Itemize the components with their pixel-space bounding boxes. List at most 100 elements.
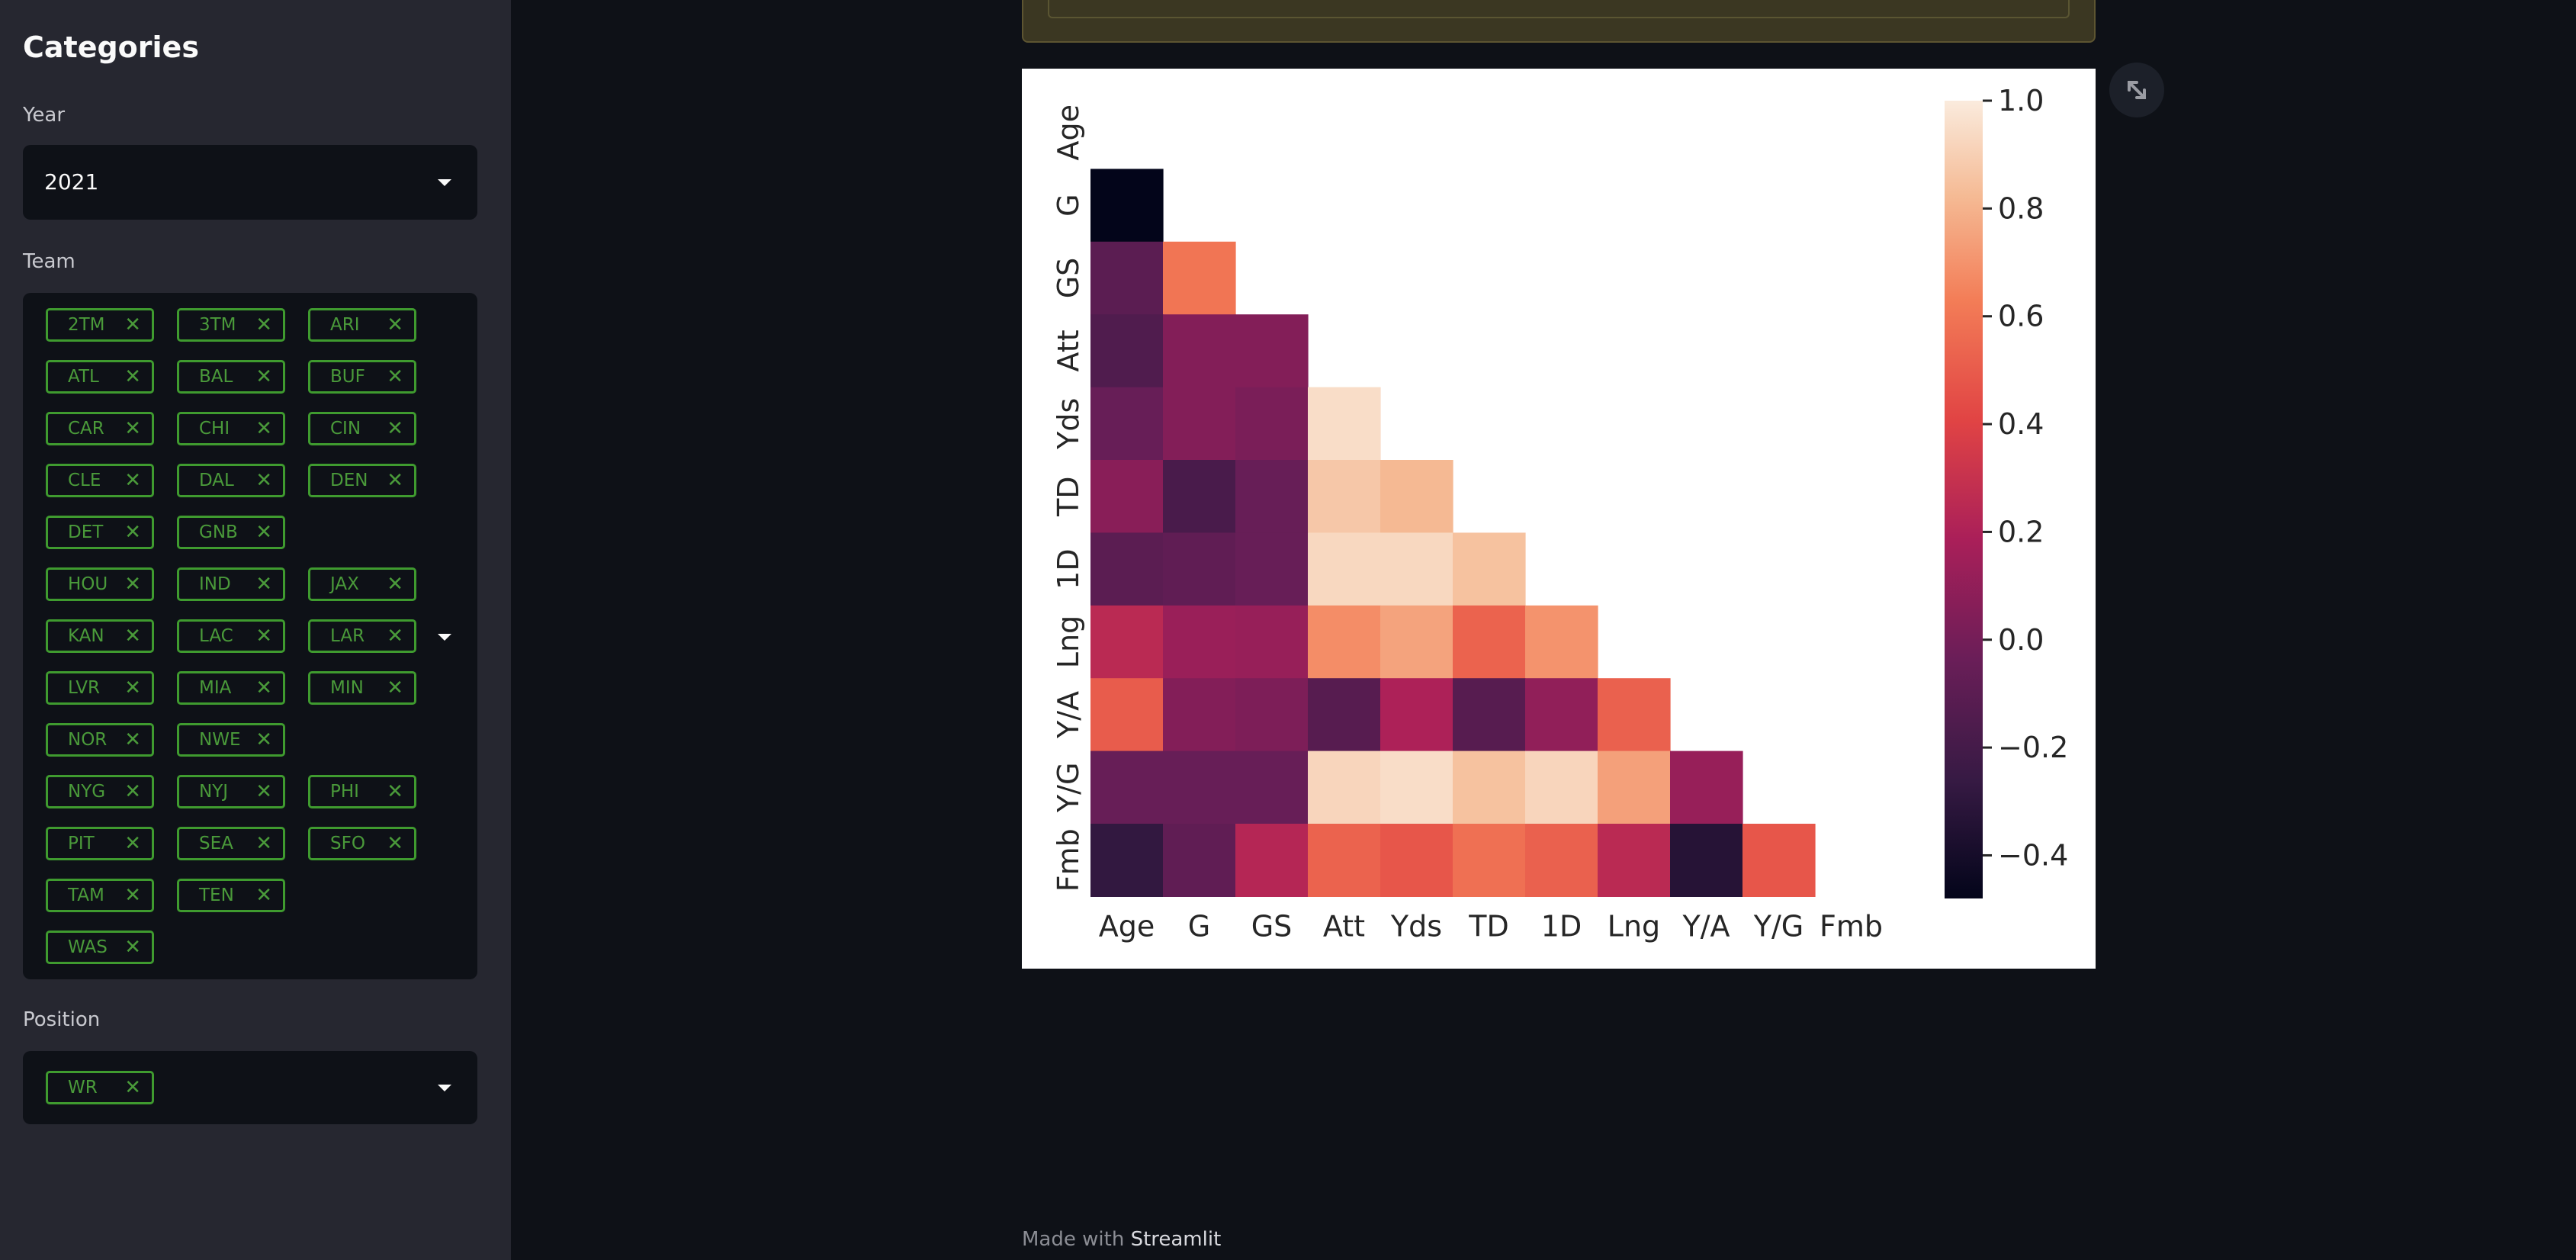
tag-car[interactable]: CAR ✕: [46, 412, 154, 445]
heatmap-cell: [1742, 824, 1816, 897]
remove-tag-icon[interactable]: ✕: [387, 417, 403, 440]
tag-bal[interactable]: BAL ✕: [177, 360, 285, 394]
remove-tag-icon[interactable]: ✕: [387, 832, 403, 855]
tag-den[interactable]: DEN ✕: [308, 464, 416, 497]
tag-lac[interactable]: LAC ✕: [177, 619, 285, 653]
heatmap-cell: [1308, 678, 1381, 752]
tag-cin[interactable]: CIN ✕: [308, 412, 416, 445]
year-select[interactable]: 2021: [23, 145, 477, 220]
remove-tag-icon[interactable]: ✕: [255, 780, 272, 803]
tag-min[interactable]: MIN ✕: [308, 671, 416, 705]
remove-tag-icon[interactable]: ✕: [387, 677, 403, 699]
remove-tag-icon[interactable]: ✕: [255, 832, 272, 855]
tag-sfo[interactable]: SFO ✕: [308, 827, 416, 860]
remove-tag-icon[interactable]: ✕: [255, 365, 272, 388]
remove-tag-icon[interactable]: ✕: [124, 936, 141, 959]
tag-ari[interactable]: ARI ✕: [308, 308, 416, 342]
chevron-down-icon[interactable]: [438, 634, 451, 641]
tag-wr[interactable]: WR ✕: [46, 1071, 154, 1104]
team-multiselect[interactable]: 2TM ✕ 3TM ✕ ARI ✕ ATL ✕ BAL ✕ BUF ✕ CAR ✕ CHI ✕ CIN ✕ CLE ✕…: [23, 293, 477, 979]
remove-tag-icon[interactable]: ✕: [124, 677, 141, 699]
remove-tag-icon[interactable]: ✕: [255, 521, 272, 544]
remove-tag-icon[interactable]: ✕: [124, 832, 141, 855]
remove-tag-icon[interactable]: ✕: [255, 728, 272, 751]
remove-tag-icon[interactable]: ✕: [387, 365, 403, 388]
remove-tag-icon[interactable]: ✕: [387, 625, 403, 648]
tag-label: PIT: [68, 834, 95, 853]
remove-tag-icon[interactable]: ✕: [387, 780, 403, 803]
chevron-down-icon[interactable]: [438, 1085, 451, 1091]
fullscreen-button[interactable]: [2109, 63, 2164, 117]
tag-chi[interactable]: CHI ✕: [177, 412, 285, 445]
text-area[interactable]: [1048, 0, 2070, 18]
position-multiselect[interactable]: WR ✕: [23, 1051, 477, 1124]
heatmap-cell: [1380, 532, 1453, 606]
tag-phi[interactable]: PHI ✕: [308, 775, 416, 808]
remove-tag-icon[interactable]: ✕: [124, 780, 141, 803]
tag-2tm[interactable]: 2TM ✕: [46, 308, 154, 342]
remove-tag-icon[interactable]: ✕: [124, 884, 141, 907]
remove-tag-icon[interactable]: ✕: [124, 521, 141, 544]
remove-tag-icon[interactable]: ✕: [124, 1076, 141, 1099]
expand-icon: [2128, 81, 2146, 99]
tag-nwe[interactable]: NWE ✕: [177, 723, 285, 757]
tag-det[interactable]: DET ✕: [46, 516, 154, 549]
tag-ind[interactable]: IND ✕: [177, 567, 285, 601]
tag-dal[interactable]: DAL ✕: [177, 464, 285, 497]
tag-was[interactable]: WAS ✕: [46, 931, 154, 964]
tag-nyj[interactable]: NYJ ✕: [177, 775, 285, 808]
heatmap-cell: [1235, 532, 1309, 606]
heatmap-cell: [1163, 387, 1236, 461]
remove-tag-icon[interactable]: ✕: [255, 469, 272, 492]
tag-nyg[interactable]: NYG ✕: [46, 775, 154, 808]
tag-buf[interactable]: BUF ✕: [308, 360, 416, 394]
tag-lar[interactable]: LAR ✕: [308, 619, 416, 653]
remove-tag-icon[interactable]: ✕: [124, 365, 141, 388]
tag-gnb[interactable]: GNB ✕: [177, 516, 285, 549]
tag-atl[interactable]: ATL ✕: [46, 360, 154, 394]
tag-kan[interactable]: KAN ✕: [46, 619, 154, 653]
remove-tag-icon[interactable]: ✕: [255, 677, 272, 699]
sidebar: Categories Year 2021 Team 2TM ✕ 3TM ✕ ARI ✕ AT…: [0, 0, 511, 1260]
tag-label: ATL: [68, 367, 99, 387]
remove-tag-icon[interactable]: ✕: [124, 728, 141, 751]
tag-nor[interactable]: NOR ✕: [46, 723, 154, 757]
tag-lvr[interactable]: LVR ✕: [46, 671, 154, 705]
remove-tag-icon[interactable]: ✕: [255, 625, 272, 648]
tag-label: WR: [68, 1078, 98, 1098]
remove-tag-icon[interactable]: ✕: [124, 469, 141, 492]
remove-tag-icon[interactable]: ✕: [255, 417, 272, 440]
x-tick-label: GS: [1251, 909, 1293, 943]
heatmap-cell: [1453, 532, 1526, 606]
tag-pit[interactable]: PIT ✕: [46, 827, 154, 860]
tag-hou[interactable]: HOU ✕: [46, 567, 154, 601]
remove-tag-icon[interactable]: ✕: [387, 469, 403, 492]
remove-tag-icon[interactable]: ✕: [124, 625, 141, 648]
heatmap-cell: [1525, 824, 1598, 897]
remove-tag-icon[interactable]: ✕: [124, 313, 141, 336]
remove-tag-icon[interactable]: ✕: [255, 884, 272, 907]
heatmap-cell: [1598, 824, 1671, 897]
year-select-value: 2021: [44, 169, 99, 194]
tag-label: MIN: [330, 678, 364, 698]
tag-tam[interactable]: TAM ✕: [46, 879, 154, 912]
remove-tag-icon[interactable]: ✕: [255, 573, 272, 596]
tag-mia[interactable]: MIA ✕: [177, 671, 285, 705]
tag-cle[interactable]: CLE ✕: [46, 464, 154, 497]
tag-sea[interactable]: SEA ✕: [177, 827, 285, 860]
remove-tag-icon[interactable]: ✕: [124, 417, 141, 440]
tag-jax[interactable]: JAX ✕: [308, 567, 416, 601]
heatmap-cell: [1090, 751, 1164, 824]
remove-tag-icon[interactable]: ✕: [124, 573, 141, 596]
position-label: Position: [23, 1008, 101, 1031]
remove-tag-icon[interactable]: ✕: [255, 313, 272, 336]
tag-3tm[interactable]: 3TM ✕: [177, 308, 285, 342]
remove-tag-icon[interactable]: ✕: [387, 313, 403, 336]
tag-label: KAN: [68, 626, 104, 646]
remove-tag-icon[interactable]: ✕: [387, 573, 403, 596]
colorbar-tick-label: 0.6: [1998, 300, 2044, 333]
heatmap-cell: [1380, 460, 1453, 533]
chevron-down-icon[interactable]: [438, 179, 451, 186]
tag-ten[interactable]: TEN ✕: [177, 879, 285, 912]
streamlit-link[interactable]: Streamlit: [1130, 1228, 1222, 1251]
